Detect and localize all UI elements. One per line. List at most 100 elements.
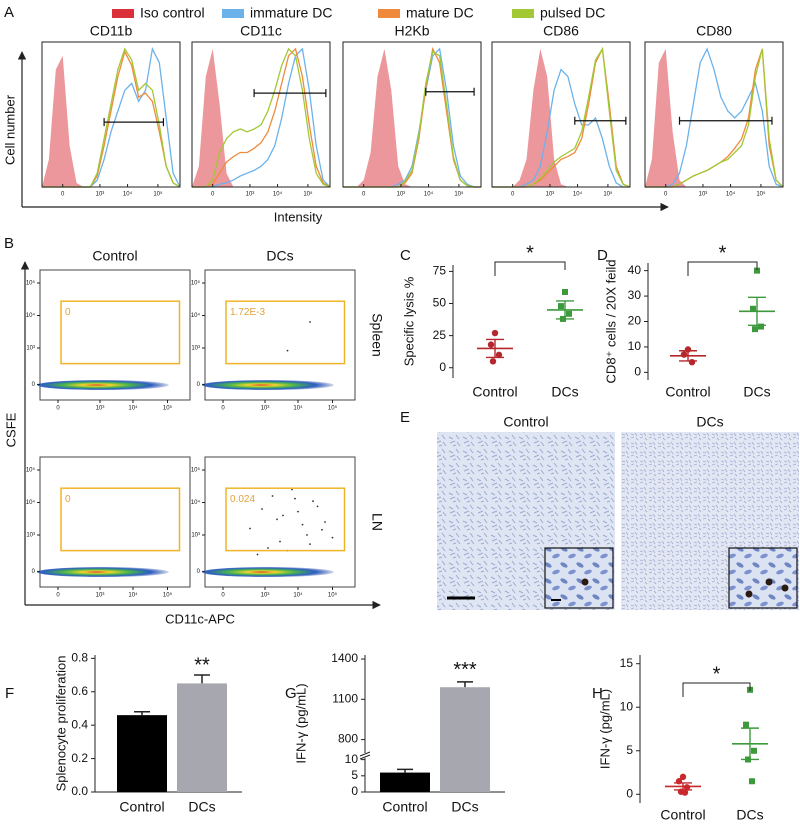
event-dot [294, 497, 296, 500]
y-axis-title: Splenocyte proliferation [53, 656, 68, 792]
x-tick-label: 10⁴ [573, 191, 583, 198]
y-tick-label: 0 [197, 569, 201, 575]
y-tick-label: 10³ [191, 346, 200, 352]
y-tick-label: 40 [628, 263, 642, 277]
data-point [751, 747, 757, 754]
x-tick-label: 0 [511, 192, 515, 198]
histogram-curve [645, 47, 784, 188]
y-tick-label: 10³ [191, 533, 200, 539]
plot-frame [39, 456, 191, 588]
panel-title: CD11b [90, 23, 133, 39]
y-tick-label: 0 [197, 382, 201, 388]
x-tick-label: 10⁵ [328, 405, 338, 412]
x-tick-label: 10³ [546, 192, 555, 198]
y-axis-title: CD8⁺ cells / 20X feild [603, 260, 618, 384]
plot-frame [191, 41, 331, 188]
data-point [752, 326, 758, 333]
significance-mark: ** [194, 654, 210, 676]
legend-label: pulsed DC [540, 5, 605, 21]
event-dot [286, 349, 289, 352]
data-point [681, 789, 689, 796]
y-tick-label: 10⁵ [26, 280, 36, 287]
x-tick-label: 10⁴ [128, 592, 138, 599]
histogram-curve [192, 47, 331, 188]
panel-title: H2Kb [394, 23, 429, 39]
legend-label: Iso control [140, 5, 205, 21]
plot-frame [39, 269, 191, 401]
data-point [754, 267, 760, 274]
x-tick-label: 10⁴ [293, 405, 303, 412]
legend-label: mature DC [406, 5, 474, 21]
significance-mark: * [526, 242, 534, 264]
x-tick-label: 10³ [699, 192, 708, 198]
x-tick-label: DCs [188, 799, 215, 815]
micrograph-inset [728, 547, 798, 609]
event-dot [306, 534, 308, 536]
y-tick-label: 0.4 [71, 717, 88, 731]
error-bar [134, 711, 150, 716]
data-point [489, 358, 497, 365]
data-point [680, 351, 688, 358]
y-tick-label: 10⁴ [191, 499, 201, 506]
x-tick-label: 10³ [96, 406, 105, 412]
sem-bar [748, 296, 766, 327]
x-axis-title: Intensity [274, 209, 323, 224]
x-tick-label: 0 [221, 593, 225, 599]
legend-swatch [222, 9, 244, 18]
significance-bracket [687, 261, 758, 276]
y-tick-label: 0.6 [71, 684, 88, 698]
error-bar [194, 674, 210, 684]
event-dot [256, 553, 259, 556]
stained-cell [781, 584, 789, 592]
x-tick-label: DCs [451, 799, 478, 815]
y-tick-label: 50 [433, 296, 447, 310]
event-dot [331, 536, 334, 539]
event-dot [291, 488, 293, 491]
data-point [688, 358, 696, 366]
legend-label: immature DC [250, 5, 332, 21]
y-tick-label: 800 [338, 732, 358, 746]
sem-bar [486, 338, 504, 359]
data-point [495, 351, 503, 359]
panel-label: B [4, 235, 14, 252]
x-tick-label: 10³ [96, 593, 105, 599]
x-axis-title: CD11c-APC [165, 611, 235, 626]
event-dot [282, 514, 284, 517]
panel-title: CD86 [543, 23, 579, 39]
event-dot [309, 543, 311, 545]
y-tick-label: 10⁵ [191, 467, 201, 474]
y-axis-title: CSFE [3, 412, 18, 447]
significance-mark: * [719, 242, 727, 264]
event-dot [321, 528, 323, 531]
cell-population [37, 567, 169, 578]
significance-bracket [682, 682, 751, 697]
y-tick-label: 5 [351, 768, 358, 782]
data-point [679, 773, 687, 781]
gate [225, 300, 346, 365]
gate-value: 0.024 [230, 494, 255, 505]
legend-swatch [512, 9, 534, 18]
event-dot [271, 495, 274, 497]
x-tick-label: 10⁵ [153, 191, 163, 198]
histogram-curve [343, 48, 481, 188]
panel-title: CD11c [240, 23, 282, 39]
plot-frame [342, 41, 482, 188]
y-tick-label: 0 [626, 786, 633, 800]
sem-bar [741, 727, 759, 761]
plot-frame [204, 456, 356, 588]
y-tick-label: 0 [32, 569, 36, 575]
y-tick-label: 30 [628, 288, 642, 302]
y-tick-label: 10⁴ [191, 312, 201, 319]
panel-label: G [285, 685, 297, 702]
error-bar [457, 681, 473, 688]
y-tick-label: 0 [634, 365, 641, 379]
histogram-curve [192, 47, 331, 188]
significance-mark: *** [453, 659, 477, 681]
sem-bar [679, 350, 697, 362]
event-dot [301, 523, 304, 526]
sem-bar [556, 300, 574, 320]
histogram-curve [492, 68, 630, 188]
event-dot [261, 508, 263, 510]
row-title: Spleen [369, 313, 385, 357]
